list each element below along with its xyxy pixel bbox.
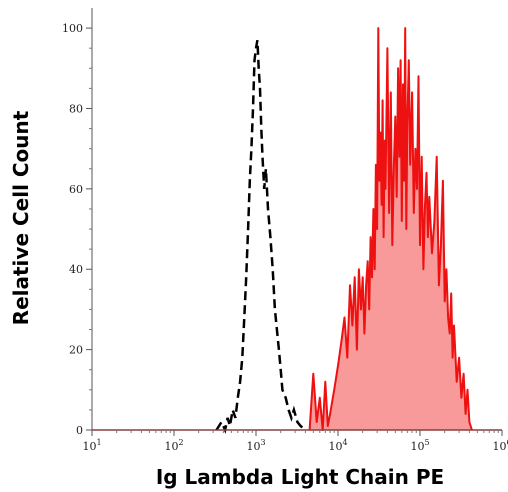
x-tick-label-2: 103 [246, 438, 265, 453]
x-tick-label-0: 101 [82, 438, 101, 453]
x-tick-label-3: 104 [328, 438, 347, 453]
y-tick-label-20: 20 [69, 344, 83, 357]
y-tick-label-40: 40 [69, 263, 83, 276]
x-tick-label-5: 106 [492, 438, 508, 453]
x-tick-label-4: 105 [410, 438, 429, 453]
y-tick-label-60: 60 [69, 183, 83, 196]
x-ticks: 101 102 103 104 105 106 [82, 430, 508, 453]
x-tick-label-1: 102 [164, 438, 183, 453]
y-ticks: 0 20 40 60 80 100 [62, 22, 92, 437]
x-axis-title: Ig Lambda Light Chain PE [156, 465, 444, 489]
y-tick-label-0: 0 [76, 424, 83, 437]
y-tick-label-100: 100 [62, 22, 83, 35]
y-tick-label-80: 80 [69, 102, 83, 115]
y-axis-title: Relative Cell Count [9, 110, 33, 325]
axes [91, 8, 502, 431]
series-1-line [308, 27, 473, 431]
series-0-line [215, 39, 307, 435]
series-1-area [309, 28, 472, 430]
